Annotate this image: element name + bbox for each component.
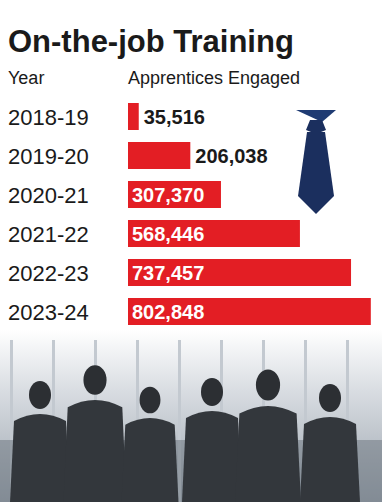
data-label: 206,038 [195, 145, 267, 167]
category-label: 2023-24 [8, 300, 89, 325]
bar [128, 142, 190, 169]
person-body [10, 414, 70, 502]
bar [128, 181, 221, 208]
bars [128, 103, 371, 325]
person-head [319, 384, 341, 412]
person-body [122, 418, 179, 502]
person-head [140, 387, 161, 414]
bar [128, 103, 139, 130]
data-label: 737,457 [132, 262, 204, 284]
photo-background [0, 330, 382, 502]
category-label: 2022-23 [8, 261, 89, 286]
bar [128, 259, 351, 286]
photo-decoration [0, 330, 382, 502]
tie-decoration [296, 110, 336, 214]
person-head [256, 370, 280, 401]
data-label: 802,848 [132, 301, 204, 323]
title: On-the-job Training [8, 24, 294, 59]
y-axis-title: Year [8, 68, 44, 88]
person-body [182, 411, 242, 502]
person-body [64, 400, 127, 502]
category-label: 2021-22 [8, 222, 89, 247]
data-labels: 35,516 206,038 307,370 568,446 737,457 802,84… [132, 106, 268, 323]
chart-root: On-the-job Training Year 2018-19 2019-20 202… [0, 0, 382, 502]
tie-blade [298, 132, 334, 214]
category-label: 2019-20 [8, 144, 89, 169]
person-body [235, 406, 301, 502]
tie-knot [306, 120, 326, 134]
x-axis-title: Apprentices Engaged [128, 68, 300, 88]
data-label: 307,370 [132, 184, 204, 206]
category-label: 2018-19 [8, 105, 89, 130]
data-label: 35,516 [144, 106, 205, 128]
person-head [83, 365, 106, 394]
data-label: 568,446 [132, 223, 204, 245]
person-head [201, 378, 223, 406]
person-body [300, 417, 360, 502]
person-head [29, 381, 51, 409]
bar [128, 220, 300, 247]
category-label: 2020-21 [8, 183, 89, 208]
bar [128, 298, 371, 325]
